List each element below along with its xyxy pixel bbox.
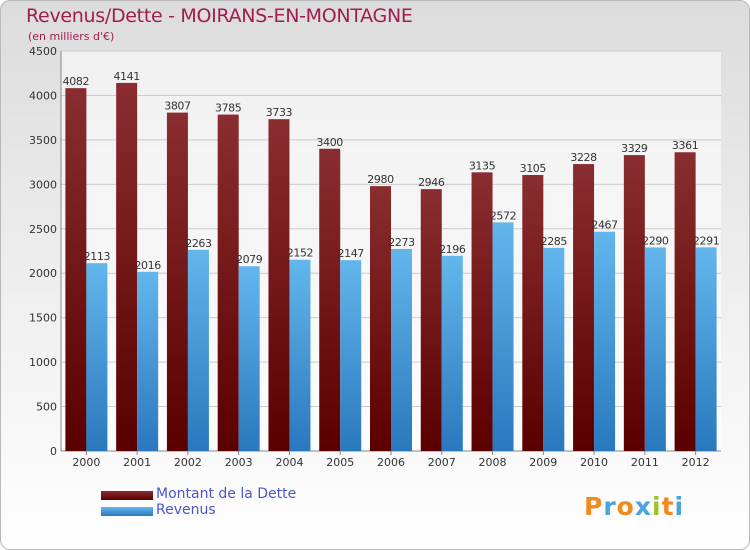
- data-label-revenue: 2196: [439, 243, 466, 256]
- data-label-debt: 3135: [469, 159, 496, 172]
- data-label-revenue: 2290: [642, 234, 669, 247]
- data-label-revenue: 2016: [134, 259, 161, 272]
- bar-debt: [166, 112, 188, 451]
- chart-subtitle: (en milliers d'€): [28, 30, 115, 43]
- bar-revenue: [187, 249, 209, 451]
- logo-letter: P: [584, 492, 604, 521]
- x-tick-label: 2005: [326, 456, 354, 469]
- bar-debt: [420, 189, 442, 451]
- data-label-revenue: 2079: [236, 253, 263, 266]
- x-tick-label: 2007: [428, 456, 456, 469]
- logo-letter: o: [616, 492, 635, 521]
- data-label-revenue: 2152: [287, 247, 313, 260]
- x-tick-label: 2012: [682, 456, 710, 469]
- y-tick-label: 0: [50, 445, 57, 458]
- x-tick-label: 2008: [479, 456, 507, 469]
- bar-debt: [319, 148, 341, 451]
- y-tick-label: 3000: [29, 178, 57, 191]
- data-label-revenue: 2147: [338, 247, 365, 260]
- bar-revenue: [238, 266, 260, 451]
- data-label-debt: 3807: [164, 100, 191, 113]
- bar-debt: [65, 88, 87, 452]
- data-label-debt: 2980: [367, 173, 394, 186]
- bar-debt: [623, 155, 645, 452]
- bar-revenue: [391, 248, 412, 451]
- data-label-revenue: 2285: [541, 235, 568, 248]
- data-label-revenue: 2263: [185, 237, 212, 250]
- bar-debt: [522, 175, 544, 451]
- bar-revenue: [86, 263, 108, 451]
- bar-revenue: [594, 231, 616, 451]
- bar-debt: [370, 186, 391, 451]
- legend-label-debt: Montant de la Dette: [156, 486, 297, 502]
- data-label-debt: 4082: [63, 75, 89, 88]
- data-label-debt: 4141: [113, 70, 139, 83]
- bar-revenue: [695, 247, 717, 451]
- logo-letter: r: [603, 492, 617, 521]
- data-label-debt: 3105: [520, 162, 547, 175]
- data-label-debt: 3733: [266, 106, 293, 119]
- y-tick-label: 500: [36, 401, 57, 414]
- y-tick-label: 4000: [29, 89, 57, 102]
- legend-label-revenue: Revenus: [156, 502, 216, 518]
- proxiti-logo: Proxiti: [584, 492, 684, 521]
- bar-debt: [674, 152, 696, 451]
- bar-debt: [573, 164, 595, 452]
- data-label-debt: 3329: [621, 142, 648, 155]
- chart-title: Revenus/Dette - MOIRANS-EN-MONTAGNE: [26, 5, 413, 27]
- bars: [65, 82, 717, 452]
- bar-revenue: [137, 271, 159, 451]
- data-label-debt: 3228: [570, 151, 597, 164]
- y-tick-label: 1500: [29, 312, 57, 325]
- bar-debt: [268, 119, 290, 451]
- bar-debt: [471, 172, 493, 452]
- x-tick-label: 2010: [580, 456, 608, 469]
- x-tick-label: 2002: [174, 456, 202, 469]
- x-tick-label: 2000: [72, 456, 100, 469]
- y-tick-label: 1000: [29, 356, 57, 369]
- bar-revenue: [441, 255, 463, 451]
- y-tick-label: 2000: [29, 267, 57, 280]
- data-label-revenue: 2467: [591, 219, 618, 232]
- bar-revenue: [644, 247, 666, 451]
- bar-revenue: [340, 260, 362, 451]
- x-tick-label: 2004: [275, 456, 303, 469]
- bar-debt: [116, 82, 138, 452]
- logo-letter: i: [674, 492, 685, 521]
- data-label-revenue: 2113: [84, 250, 111, 263]
- data-label-debt: 3400: [317, 136, 344, 149]
- logo-letter: x: [634, 492, 652, 521]
- bar-revenue: [289, 259, 311, 451]
- logo-letter: i: [652, 492, 662, 521]
- bar-debt: [217, 114, 239, 452]
- logo-letter: t: [661, 492, 675, 521]
- data-label-debt: 2946: [418, 176, 445, 189]
- y-tick-label: 3500: [29, 134, 57, 147]
- data-label-revenue: 2572: [490, 209, 516, 222]
- y-tick-label: 4500: [29, 45, 57, 58]
- x-tick-label: 2001: [123, 456, 151, 469]
- y-tick-label: 2500: [29, 223, 57, 236]
- legend-swatch-debt: [101, 491, 153, 500]
- x-tick-label: 2006: [377, 456, 405, 469]
- bar-revenue: [492, 222, 514, 451]
- data-label-revenue: 2291: [693, 234, 719, 247]
- data-labels: 4082 2113 4141 2016 3807 2263 3785 2079 3733 2152…: [63, 70, 720, 272]
- x-tick-label: 2009: [529, 456, 557, 469]
- legend-swatch-revenue: [101, 507, 153, 516]
- bar-revenue: [543, 247, 565, 451]
- data-label-debt: 3361: [672, 139, 698, 152]
- data-label-debt: 3785: [215, 102, 242, 115]
- x-tick-label: 2011: [631, 456, 659, 469]
- x-tick-label: 2003: [225, 456, 253, 469]
- data-label-revenue: 2273: [388, 236, 415, 249]
